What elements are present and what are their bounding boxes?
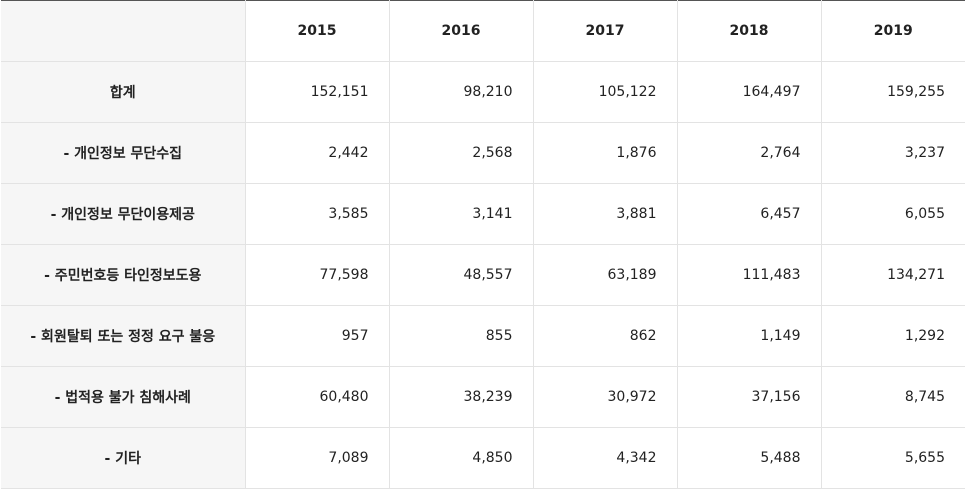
table-cell: 855 (388, 305, 533, 367)
table-cell: 30,972 (532, 366, 677, 428)
table-cell: 4,850 (388, 427, 533, 489)
table-cell: 862 (532, 305, 677, 367)
table-cell: 3,237 (820, 122, 965, 184)
header-corner-cell (1, 0, 245, 62)
table-cell: 6,457 (676, 183, 821, 245)
table-cell: 957 (244, 305, 389, 367)
header-year: 2017 (532, 0, 677, 62)
table-cell: 3,141 (388, 183, 533, 245)
table-row: - 개인정보 무단수집 2,442 2,568 1,876 2,764 3,23… (1, 122, 965, 184)
table-cell: 8,745 (820, 366, 965, 428)
table-cell: 159,255 (820, 61, 965, 123)
row-label: - 개인정보 무단수집 (1, 122, 245, 184)
table-row: - 개인정보 무단이용제공 3,585 3,141 3,881 6,457 6,… (1, 183, 965, 245)
table-cell: 1,149 (676, 305, 821, 367)
table-cell: 152,151 (244, 61, 389, 123)
table-cell: 134,271 (820, 244, 965, 306)
table-cell: 2,764 (676, 122, 821, 184)
header-year: 2019 (820, 0, 965, 62)
table-cell: 37,156 (676, 366, 821, 428)
table-row: - 법적용 불가 침해사례 60,480 38,239 30,972 37,15… (1, 366, 965, 428)
table-cell: 6,055 (820, 183, 965, 245)
table-cell: 98,210 (388, 61, 533, 123)
header-year: 2015 (244, 0, 389, 62)
row-label: - 개인정보 무단이용제공 (1, 183, 245, 245)
table-cell: 111,483 (676, 244, 821, 306)
table-cell: 1,292 (820, 305, 965, 367)
header-row: 2015 2016 2017 2018 2019 (1, 0, 965, 62)
row-label: - 회원탈퇴 또는 정정 요구 불응 (1, 305, 245, 367)
table-cell: 4,342 (532, 427, 677, 489)
table-cell: 164,497 (676, 61, 821, 123)
table-cell: 77,598 (244, 244, 389, 306)
row-label: - 주민번호등 타인정보도용 (1, 244, 245, 306)
row-label: - 법적용 불가 침해사례 (1, 366, 245, 428)
table-row: - 주민번호등 타인정보도용 77,598 48,557 63,189 111,… (1, 244, 965, 306)
header-year: 2018 (676, 0, 821, 62)
table-cell: 5,488 (676, 427, 821, 489)
table-cell: 48,557 (388, 244, 533, 306)
table-cell: 2,568 (388, 122, 533, 184)
header-year: 2016 (388, 0, 533, 62)
table-cell: 3,585 (244, 183, 389, 245)
table-cell: 1,876 (532, 122, 677, 184)
table-row: - 회원탈퇴 또는 정정 요구 불응 957 855 862 1,149 1,2… (1, 305, 965, 367)
table-row: 합계 152,151 98,210 105,122 164,497 159,25… (1, 61, 965, 123)
table-cell: 105,122 (532, 61, 677, 123)
table-cell: 2,442 (244, 122, 389, 184)
table-cell: 5,655 (820, 427, 965, 489)
table-cell: 3,881 (532, 183, 677, 245)
table-cell: 63,189 (532, 244, 677, 306)
table-cell: 60,480 (244, 366, 389, 428)
row-label: 합계 (1, 61, 245, 123)
table-row: - 기타 7,089 4,850 4,342 5,488 5,655 (1, 427, 965, 489)
row-label: - 기타 (1, 427, 245, 489)
table-cell: 38,239 (388, 366, 533, 428)
table-cell: 7,089 (244, 427, 389, 489)
